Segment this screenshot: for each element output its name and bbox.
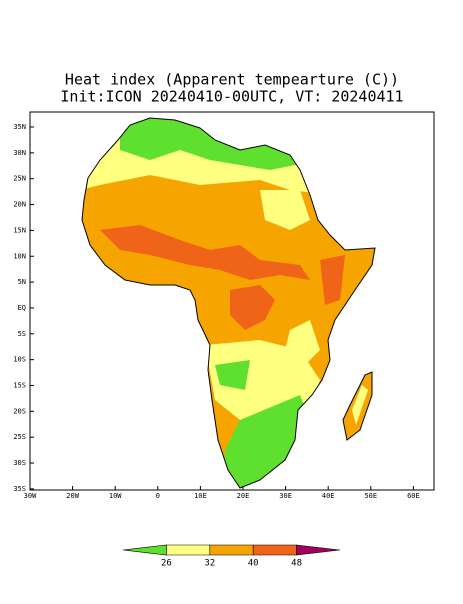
lon-label: 10W [109,492,122,500]
colorbar-label: 40 [248,559,259,569]
lat-label: 20S [13,407,26,415]
subtitle: Init:ICON 20240410-00UTC, VT: 20240411 [60,88,403,106]
colorbar-label: 48 [291,559,302,569]
lon-label: 40E [322,492,335,500]
lat-label: 5S [18,330,26,338]
lon-label: 30E [279,492,292,500]
lat-label: 20N [13,201,26,209]
colorbar-label: 32 [204,559,215,569]
lon-label: 10E [194,492,207,500]
lat-label: 15S [13,382,26,390]
colorbar-segment [122,544,167,556]
lat-label: 35N [13,123,26,131]
colorbar-segment [252,544,297,556]
colorbar-label: 26 [161,559,172,569]
lat-label: 30N [13,149,26,157]
madagascar-field [352,385,368,425]
lon-label: 20W [66,492,79,500]
lat-label: 15N [13,226,26,234]
colorbar-segment [166,544,211,556]
lat-label: 35S [13,485,26,493]
lat-label: EQ [18,304,26,312]
lat-label: 5N [18,278,26,286]
colorbar-segment [209,544,254,556]
lon-label: 20E [237,492,250,500]
lat-label: 25S [13,433,26,441]
lon-label: 50E [364,492,377,500]
lat-label: 25N [13,175,26,183]
africa-outline [81,117,376,489]
lat-label: 30S [13,459,26,467]
colorbar: 26 32 40 48 [122,544,341,569]
lat-label: 10N [13,252,26,260]
colorbar-segment [296,544,341,556]
axis-ticks: 35N 30N 25N 20N 15N 10N 5N EQ 5S 10S 15S 20S 25S 30S 3… [13,123,419,500]
lon-label: 30W [24,492,37,500]
title: Heat index (Apparent tempearture (C)) [65,71,399,89]
lon-label: 60E [407,492,420,500]
lat-label: 10S [13,356,26,364]
lon-label: 0 [156,492,160,500]
